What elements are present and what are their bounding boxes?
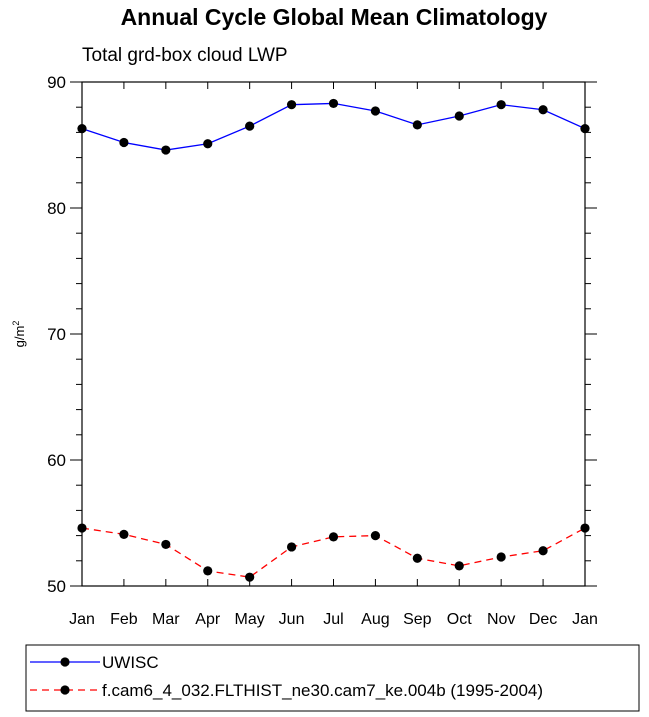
data-point [161,145,171,155]
x-tick-label: May [235,611,265,628]
legend-marker [60,657,70,667]
x-tick-label: Aug [361,611,389,628]
x-tick-label: Sep [403,611,432,628]
x-tick-label: Apr [195,611,221,628]
series-1 [77,98,590,155]
x-tick-label: Feb [110,611,138,628]
data-point [286,542,297,552]
data-point [370,531,381,541]
data-point [203,139,213,149]
data-point [496,552,506,562]
legend: UWISC f.cam6_4_032.FLTHIST_ne30.cam7_ke.0… [25,644,640,712]
data-point [496,100,506,110]
svg-text:g/m2: g/m2 [11,321,27,348]
plot-area-frame [81,81,586,587]
legend-box [25,644,640,712]
series-line [81,102,586,151]
data-point [119,529,129,539]
x-tick-label: Mar [152,611,180,628]
legend-entry-1: UWISC [30,653,159,672]
data-point [203,566,213,576]
x-tick-label: Jun [279,611,305,628]
y-tick-label: 90 [47,73,66,92]
y-tick-label: 70 [47,325,66,344]
data-point [245,121,255,131]
data-point [454,111,464,121]
data-point [328,98,339,109]
x-tick-label: Oct [447,611,472,628]
x-tick-label: Jul [323,611,343,628]
y-tick-label: 80 [47,199,66,218]
x-tick-label: Nov [487,611,515,628]
data-point [328,532,339,542]
data-point [454,561,464,571]
legend-entries: UWISC f.cam6_4_032.FLTHIST_ne30.cam7_ke.0… [30,653,543,700]
series-layer [77,98,590,582]
data-point [286,100,297,110]
series-2 [77,523,590,582]
data-point [412,553,422,563]
x-tick-label: Jan [572,611,598,628]
legend-entry-2: f.cam6_4_032.FLTHIST_ne30.cam7_ke.004b (… [30,681,543,700]
data-point [245,572,255,582]
data-point [412,120,422,130]
legend-label: f.cam6_4_032.FLTHIST_ne30.cam7_ke.004b (… [102,681,543,700]
data-point [370,106,381,116]
y-axis-label-superscript: 2 [11,321,21,326]
x-tick-label: Dec [529,611,557,628]
legend-marker [60,685,70,695]
data-point [538,105,548,115]
y-axis-label: g/m2 [11,321,27,348]
x-axis-tick-labels: Jan Feb Mar Apr May Jun Jul Aug Sep Oct Nov Dec Jan [69,611,598,628]
y-axis-label-text: g/m [12,326,27,348]
data-point [161,539,171,550]
y-tick-label: 60 [47,451,66,470]
y-tick-label: 50 [47,577,66,596]
chart-subtitle: Total grd-box cloud LWP [82,45,288,66]
chart-title: Annual Cycle Global Mean Climatology [121,4,548,30]
data-point [538,546,548,556]
axis-ticks [70,81,597,587]
data-point [119,137,129,148]
x-tick-label: Jan [69,611,95,628]
y-axis-tick-labels: 50 60 70 80 90 [47,73,66,596]
legend-label: UWISC [102,653,159,672]
